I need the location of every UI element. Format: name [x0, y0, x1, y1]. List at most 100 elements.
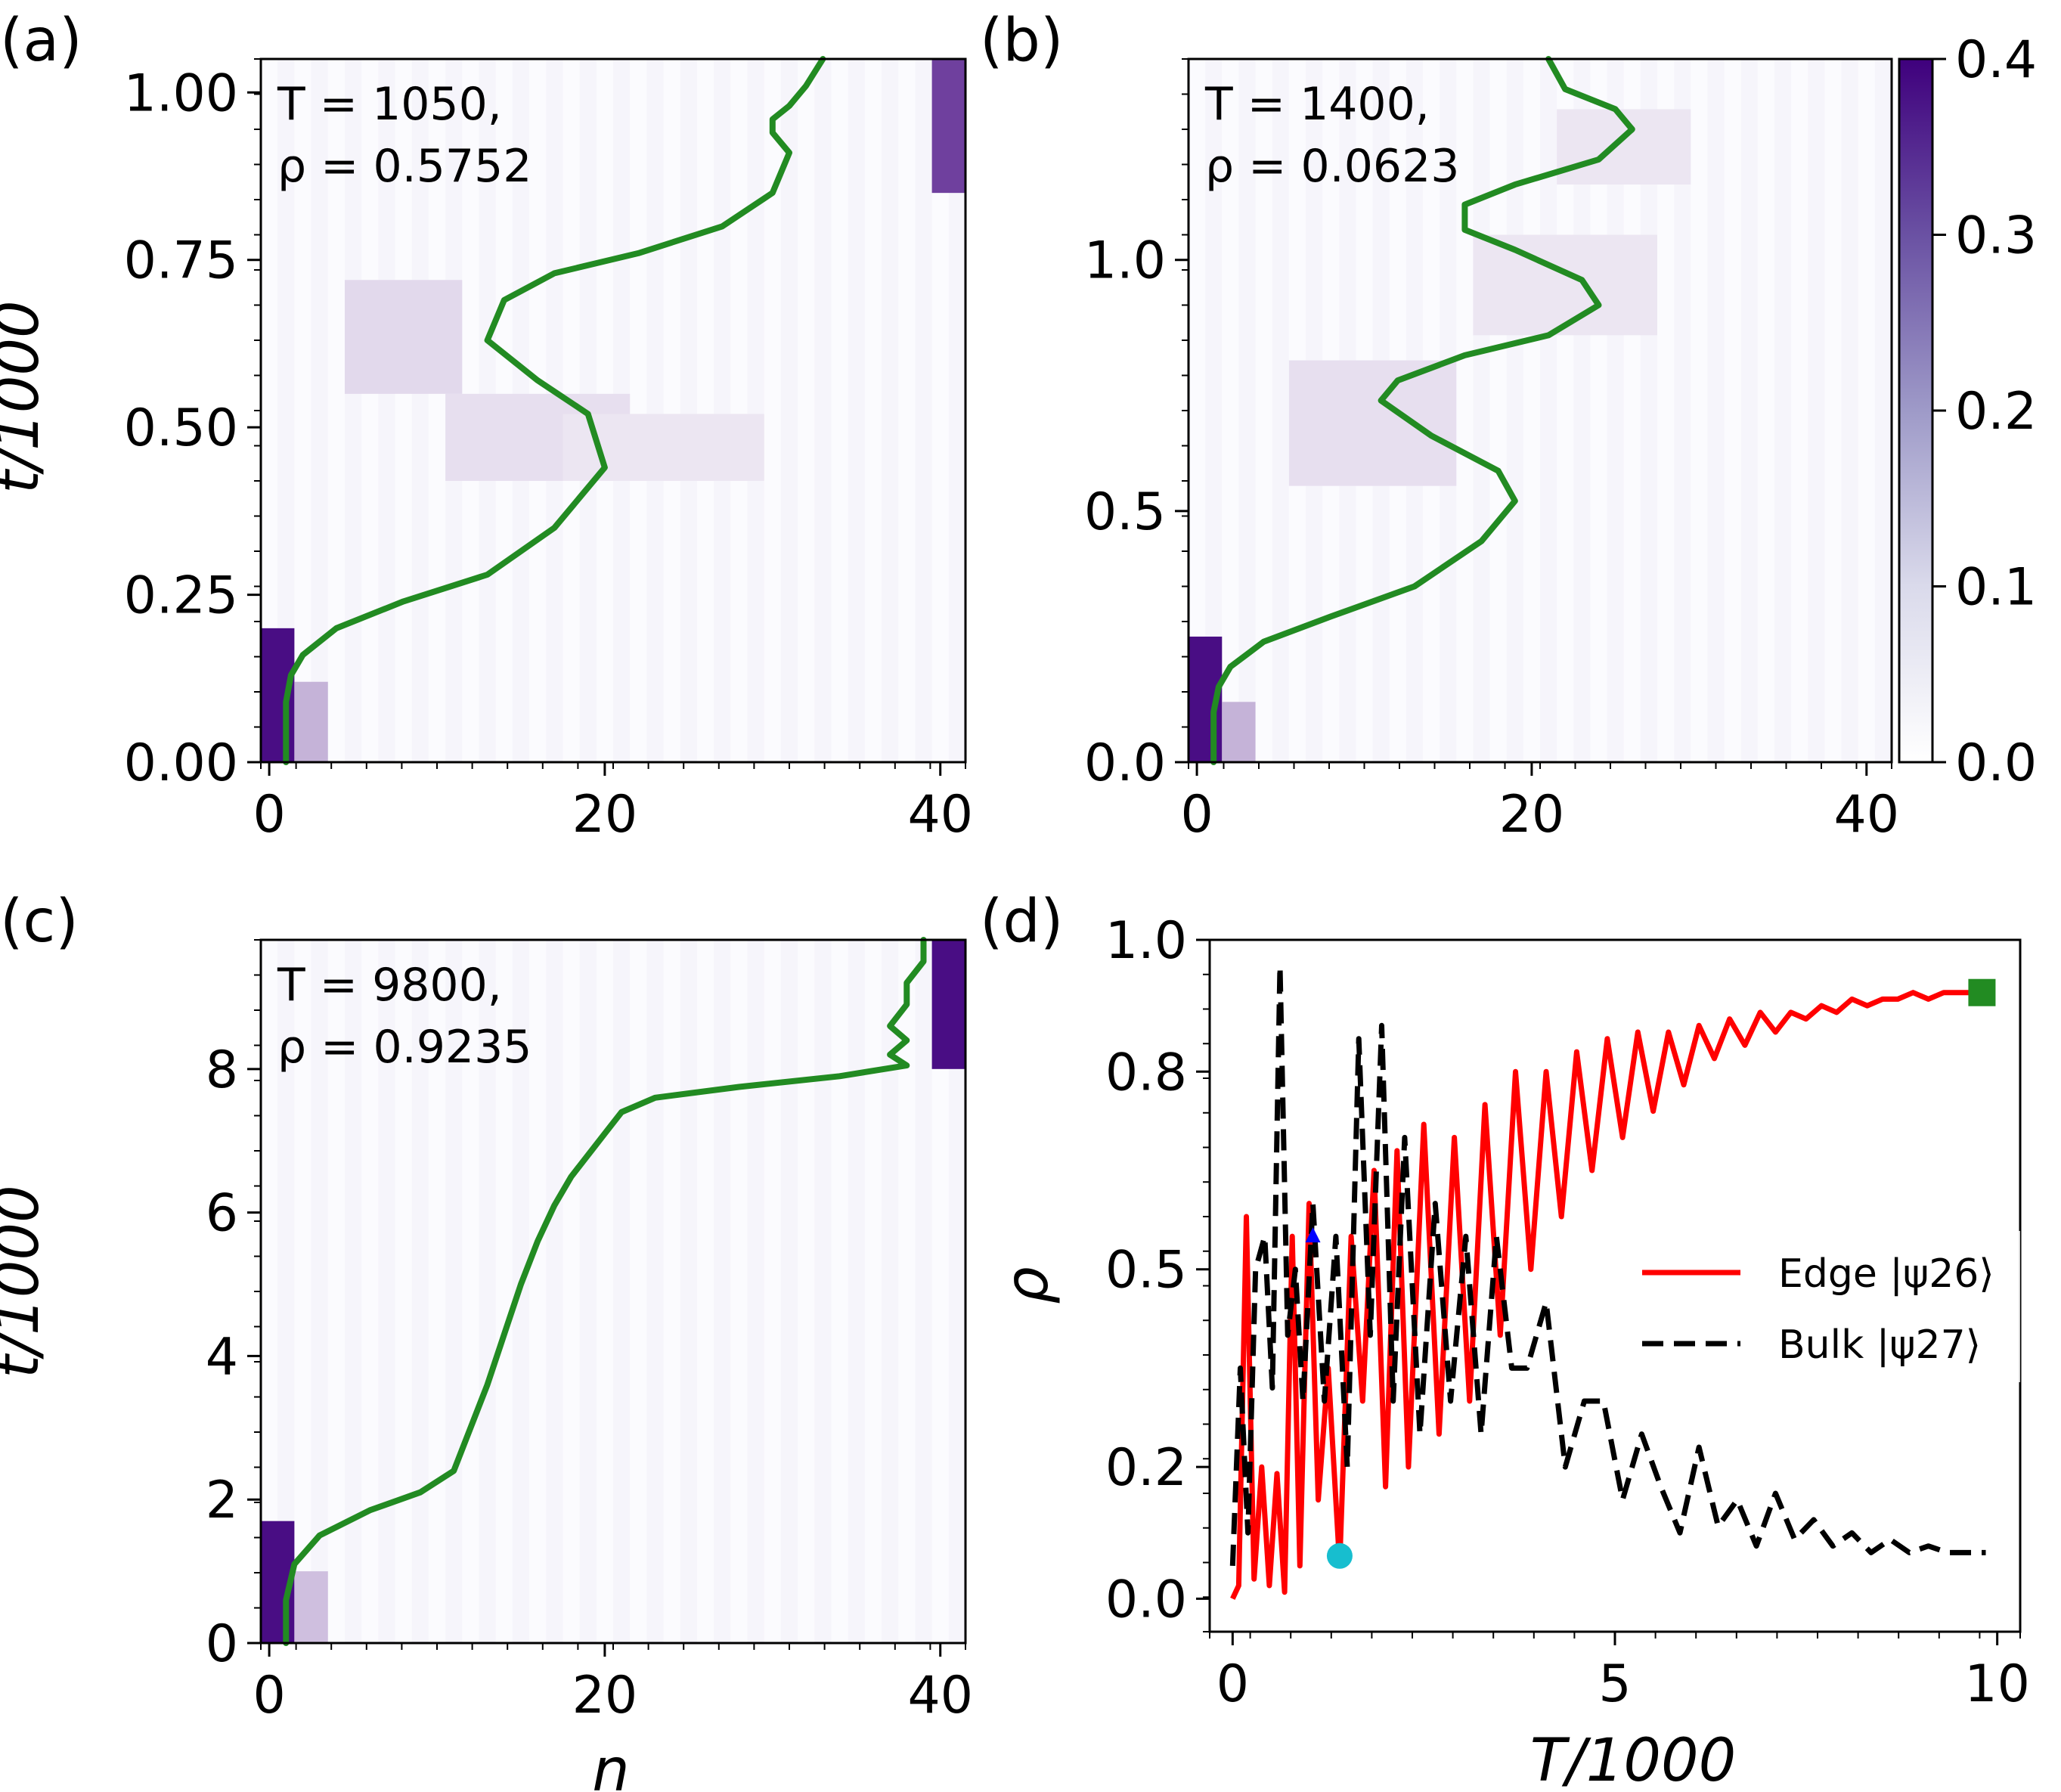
panel-a-column-stripe	[680, 59, 697, 762]
panel-d-ytick-label: 0.0	[1105, 1570, 1187, 1629]
bulk-series-line	[1229, 963, 1986, 1567]
panel-b-heat-cell	[1222, 702, 1256, 762]
panel-a-column-stripe	[646, 59, 664, 762]
panel-c-xtick-label: 20	[572, 1666, 638, 1725]
legend-box	[1627, 1231, 2020, 1382]
panel-b-heat-cell	[1288, 360, 1457, 486]
panel-b-column-stripe	[1272, 59, 1289, 762]
panel-a-ytick-label: 0.25	[124, 566, 238, 626]
panel-d-ytick-label: 1.0	[1105, 911, 1187, 971]
panel-c-column-stripe	[411, 940, 429, 1643]
panel-d-xtick-label: 10	[1964, 1654, 2030, 1714]
panel-c-column-stripe	[948, 940, 965, 1643]
panel-b-column-stripe	[1740, 59, 1758, 762]
panel-a-xtick-label: 20	[572, 785, 638, 845]
panel-a-column-stripe	[277, 59, 295, 762]
panel-c-column-stripe	[277, 940, 295, 1643]
panel-a-column-stripe	[848, 59, 865, 762]
panel-a-trajectory-line	[283, 56, 826, 765]
panel-b: (b) 0 20 40 0.0 0.5 1.0 T = 1400, ρ = 0.0623	[980, 7, 1899, 845]
panel-c-column-stripe	[915, 940, 932, 1643]
panel-d-ytick-label: 0.2	[1105, 1438, 1187, 1498]
panel-c-label: (c)	[0, 888, 79, 956]
panel-c-xtick-label: 40	[907, 1666, 973, 1725]
panel-b-column-stripe	[1874, 59, 1892, 762]
panel-b-column-stripe	[1674, 59, 1691, 762]
panel-b-column-stripe	[1774, 59, 1792, 762]
panel-b-column-stripe	[1238, 59, 1256, 762]
colorbar-tick-label: 0.1	[1955, 558, 2037, 618]
panel-c-column-stripe	[848, 940, 865, 1643]
colorbar: 0.0 0.1 0.2 0.3 0.4	[1898, 30, 2037, 793]
panel-c: (c) 0 20 40 0 2 4 6 8 T = 9800, ρ = 0.9235 t/1000…	[0, 888, 973, 1792]
panel-c-heat-cell	[294, 1571, 328, 1643]
panel-c-heat-cell	[931, 940, 965, 1069]
panel-c-column-stripe	[714, 940, 731, 1643]
legend-bulk-label: Bulk |ψ27⟩	[1778, 1322, 1981, 1368]
panel-a-column-stripe	[882, 59, 899, 762]
panel-a-ytick-label: 0.00	[124, 733, 238, 793]
panel-c-ytick-label: 4	[206, 1327, 238, 1387]
panel-a-column-stripe	[344, 59, 362, 762]
panel-b-annotation: ρ = 0.0623	[1205, 140, 1459, 193]
panel-b-ytick-label: 0.5	[1084, 482, 1166, 542]
panel-a-column-stripe	[780, 59, 798, 762]
panel-b-column-stripe	[1506, 59, 1523, 762]
panel-c-column-stripe	[378, 940, 395, 1643]
panel-c-column-stripe	[646, 940, 664, 1643]
panel-b-column-stripe	[1205, 59, 1223, 762]
panel-c-ytick-label: 8	[206, 1040, 238, 1100]
panel-c-xtick-label: 0	[253, 1666, 285, 1725]
panel-a-column-stripe	[714, 59, 731, 762]
panel-a-heat-cell	[344, 280, 463, 394]
panel-b-ytick-label: 0.0	[1084, 733, 1166, 793]
panel-c-column-stripe	[546, 940, 563, 1643]
panel-b-annotation: T = 1400,	[1204, 78, 1430, 131]
square-marker	[1968, 978, 1996, 1006]
colorbar-tick-label: 0.2	[1955, 382, 2037, 442]
panel-c-annotation: T = 9800,	[277, 959, 502, 1012]
panel-c-column-stripe	[344, 940, 362, 1643]
panel-a-heat-cell	[294, 681, 328, 762]
panel-c-column-stripe	[882, 940, 899, 1643]
panel-a-plot: 0 20 40 0.00 0.25 0.50 0.75 1.00 T = 1050, ρ = 0.…	[124, 56, 973, 845]
colorbar-tick-label: 0.4	[1955, 30, 2037, 90]
panel-d-ytick-label: 0.8	[1105, 1043, 1187, 1102]
panel-c-ytick-label: 2	[206, 1471, 238, 1530]
panel-a: (a) 0 20 40 0.00 0.25 0.50 0.75 1.00 T = 1050, ρ …	[0, 7, 973, 845]
panel-d-ylabel: ρ	[993, 1266, 1061, 1304]
panel-b-column-stripe	[1808, 59, 1825, 762]
panel-b-ytick-label: 1.0	[1084, 231, 1166, 291]
panel-d-xtick-label: 0	[1216, 1654, 1249, 1714]
panel-d: (d) 0 5 10 0.0 0.2 0.5 0.8 1.0 ρ T/1000 Edge |ψ…	[980, 888, 2030, 1792]
panel-b-label: (b)	[980, 7, 1063, 75]
panel-b-trajectory-line	[1210, 56, 1635, 765]
panel-c-column-stripe	[479, 940, 496, 1643]
panel-b-column-stripe	[1473, 59, 1490, 762]
panel-c-xlabel: n	[592, 1737, 629, 1792]
panel-a-column-stripe	[814, 59, 832, 762]
panel-c-annotation: ρ = 0.9235	[277, 1021, 532, 1074]
panel-b-column-stripe	[1841, 59, 1858, 762]
panel-c-ytick-label: 0	[206, 1614, 238, 1674]
panel-a-xtick-label: 0	[253, 785, 285, 845]
panel-a-column-stripe	[378, 59, 395, 762]
panel-a-ytick-label: 1.00	[124, 64, 238, 123]
panel-a-column-stripe	[915, 59, 932, 762]
panel-a-annotation: T = 1050,	[277, 78, 502, 131]
panel-a-column-stripe	[948, 59, 965, 762]
panel-c-ytick-label: 6	[206, 1184, 238, 1244]
panel-b-xtick-label: 20	[1499, 785, 1565, 845]
panel-a-ytick-label: 0.75	[124, 231, 238, 291]
panel-b-heat-cell	[1473, 234, 1657, 336]
panel-c-trajectory-line	[283, 937, 927, 1646]
panel-a-heat-cell	[931, 59, 965, 194]
panel-c-column-stripe	[747, 940, 764, 1643]
panel-d-xlabel: T/1000	[1530, 1727, 1736, 1792]
panel-a-ylabel: t/1000	[0, 300, 52, 493]
panel-a-annotation: ρ = 0.5752	[277, 140, 532, 193]
panel-c-column-stripe	[613, 940, 631, 1643]
panel-a-label: (a)	[0, 7, 82, 75]
panel-b-column-stripe	[1707, 59, 1725, 762]
panel-b-plot: 0 20 40 0.0 0.5 1.0 T = 1400, ρ = 0.0623	[1084, 56, 1899, 845]
